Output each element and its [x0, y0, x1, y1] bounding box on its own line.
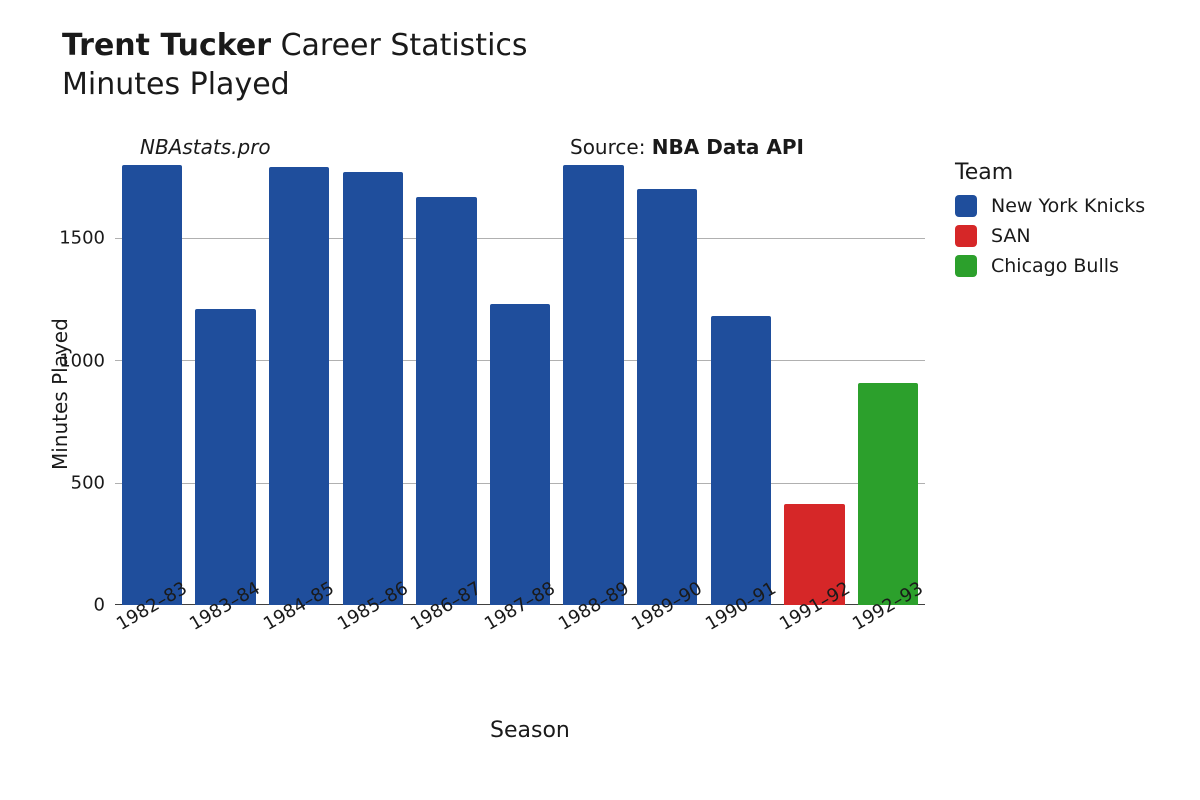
legend-item: SAN	[955, 225, 1145, 247]
source-name: NBA Data API	[652, 135, 804, 159]
y-tick-label: 0	[94, 595, 115, 616]
legend-label: Chicago Bulls	[991, 255, 1119, 277]
x-axis-label: Season	[490, 718, 570, 743]
y-tick-label: 1500	[59, 228, 115, 249]
title-line-1: Trent Tucker Career Statistics	[62, 28, 528, 63]
y-tick-label: 1000	[59, 350, 115, 371]
chart-title: Trent Tucker Career Statistics Minutes P…	[62, 28, 528, 102]
bar	[416, 197, 476, 605]
title-suffix: Career Statistics	[271, 28, 527, 63]
legend-swatch	[955, 255, 977, 277]
byline-text: NBAstats.pro	[140, 135, 271, 159]
chart-container: Trent Tucker Career Statistics Minutes P…	[0, 0, 1200, 800]
bar	[563, 165, 623, 605]
source-prefix: Source:	[570, 135, 652, 159]
bar	[269, 167, 329, 605]
bar	[343, 172, 403, 605]
y-tick-label: 500	[71, 472, 115, 493]
legend-title: Team	[955, 160, 1145, 185]
bar	[858, 383, 918, 606]
y-axis-label: Minutes Played	[48, 318, 72, 470]
bar	[195, 309, 255, 605]
grid-line	[115, 238, 925, 239]
bar	[122, 165, 182, 605]
legend-label: New York Knicks	[991, 195, 1145, 217]
legend-swatch	[955, 225, 977, 247]
legend: Team New York Knicks SAN Chicago Bulls	[955, 160, 1145, 285]
legend-item: New York Knicks	[955, 195, 1145, 217]
legend-label: SAN	[991, 225, 1031, 247]
bar	[490, 304, 550, 605]
title-line-2: Minutes Played	[62, 67, 528, 102]
legend-item: Chicago Bulls	[955, 255, 1145, 277]
bar	[711, 316, 771, 605]
title-player-name: Trent Tucker	[62, 28, 271, 63]
bar	[637, 189, 697, 605]
plot-area: 0500100015001982–831983–841984–851985–86…	[115, 160, 925, 605]
legend-swatch	[955, 195, 977, 217]
source-text: Source: NBA Data API	[570, 135, 804, 159]
